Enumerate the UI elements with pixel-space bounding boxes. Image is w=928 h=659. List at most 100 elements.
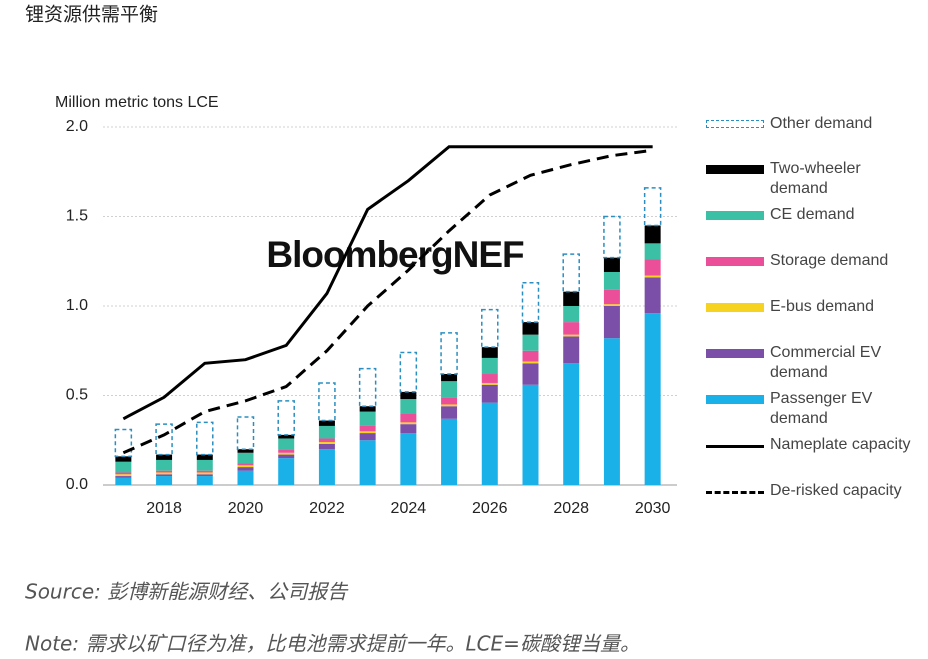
bar-segment	[399, 351, 418, 393]
legend-entry: E-bus demand	[706, 297, 915, 317]
x-tick-label: 2022	[309, 500, 345, 517]
bar-segment	[603, 289, 620, 305]
bar-segment	[441, 381, 458, 398]
bar-segment	[359, 406, 376, 412]
bar-segment	[359, 425, 376, 432]
bar-segment	[115, 456, 132, 462]
bar-segment	[359, 431, 376, 434]
bar-segment	[237, 467, 254, 471]
legend-entry: Storage demand	[706, 251, 915, 271]
source: Source: 彭博新能源财经、公司报告	[25, 580, 349, 604]
bar-segment	[318, 420, 335, 426]
bar-segment	[481, 374, 498, 383]
y-tick-label: 1.5	[66, 208, 88, 225]
bar-segment	[521, 281, 540, 323]
bar-segment	[237, 465, 254, 468]
bar-segment	[563, 363, 580, 485]
bar-segment	[481, 347, 498, 358]
bar-segment	[156, 476, 173, 485]
bar-segment	[400, 413, 417, 423]
bar-segment	[603, 306, 620, 339]
legend-swatch	[706, 257, 764, 266]
bar-segment	[278, 458, 295, 485]
bar-segment	[522, 334, 539, 351]
x-tick-label: 2020	[228, 500, 264, 517]
bar-segment	[155, 423, 173, 456]
x-tick-label: 2030	[635, 500, 671, 517]
legend-swatch	[706, 395, 764, 404]
bar-segment	[644, 243, 661, 260]
bar-segment	[278, 438, 295, 450]
legend-entry: Other demand	[706, 114, 915, 134]
note: Note: 需求以矿口径为准，比电池需求提前一年。LCE=碳酸锂当量。	[25, 632, 640, 656]
bar-segment	[563, 336, 580, 364]
bar-segment	[481, 402, 498, 485]
bar-segment	[441, 406, 458, 419]
bar-segment	[522, 361, 539, 364]
bar-segment	[359, 411, 376, 426]
bar-segment	[400, 424, 417, 434]
bar-segment	[156, 470, 173, 473]
bar-segment	[644, 259, 661, 276]
bar-segment	[400, 422, 417, 425]
bar-segment	[522, 350, 539, 362]
bar-segment	[563, 291, 580, 306]
bar-segment	[359, 440, 376, 485]
legend-label: Two-wheeler demand	[770, 160, 861, 197]
legend-entry: Passenger EV demand	[706, 389, 915, 429]
legend-label: Passenger EV demand	[770, 390, 873, 427]
legend-label: Storage demand	[770, 252, 889, 269]
bar-segment	[237, 470, 254, 485]
bar-segment	[400, 433, 417, 485]
y-tick-label: 0.0	[66, 476, 88, 493]
y-axis-label: Million metric tons LCE	[55, 94, 219, 111]
bar-segment	[115, 476, 132, 478]
bar-segment	[522, 322, 539, 335]
bar-segment	[563, 306, 580, 323]
y-tick-label: 1.0	[66, 297, 88, 314]
bar-segment	[562, 253, 580, 293]
bar-segment	[115, 474, 132, 477]
bar-segment	[237, 452, 254, 464]
x-tick-label: 2026	[472, 500, 508, 517]
bar-segment	[400, 399, 417, 414]
bar-segment	[481, 308, 499, 348]
bar-segment	[441, 397, 458, 405]
bar-segment	[278, 454, 295, 459]
legend-swatch	[706, 491, 764, 494]
bar-segment	[603, 271, 620, 290]
bar-segment	[237, 463, 254, 466]
legend-swatch	[706, 349, 764, 358]
legend-swatch	[706, 211, 764, 220]
bar-segment	[277, 400, 295, 436]
x-tick-label: 2024	[391, 500, 427, 517]
bar-segment	[359, 433, 376, 441]
legend-entry: Nameplate capacity	[706, 435, 915, 455]
bar-segment	[522, 363, 539, 385]
bar-segment	[115, 472, 132, 475]
x-tick-label: 2028	[553, 500, 589, 517]
bar-segment	[644, 313, 661, 485]
legend-entry: Two-wheeler demand	[706, 159, 915, 199]
page-title: 锂资源供需平衡	[25, 4, 158, 26]
bar-segment	[563, 322, 580, 335]
legend-label: Commercial EV demand	[770, 344, 882, 381]
bar-segment	[196, 472, 213, 475]
bar-segment	[400, 391, 417, 400]
watermark: BloombergNEF	[266, 234, 524, 275]
bar-segment	[196, 476, 213, 485]
legend-label: CE demand	[770, 206, 855, 223]
bar-segment	[441, 404, 458, 407]
bar-segment	[522, 384, 539, 485]
legend-swatch	[706, 165, 764, 174]
legend-entry: De-risked capacity	[706, 481, 915, 501]
bar-segment	[318, 443, 335, 450]
bar-segment	[196, 421, 214, 456]
legend-label: Other demand	[770, 115, 873, 132]
bar-segment	[643, 187, 662, 227]
bar-segment	[196, 474, 213, 477]
bar-segment	[196, 459, 213, 471]
bar-segment	[196, 454, 213, 460]
bar-segment	[237, 449, 254, 453]
